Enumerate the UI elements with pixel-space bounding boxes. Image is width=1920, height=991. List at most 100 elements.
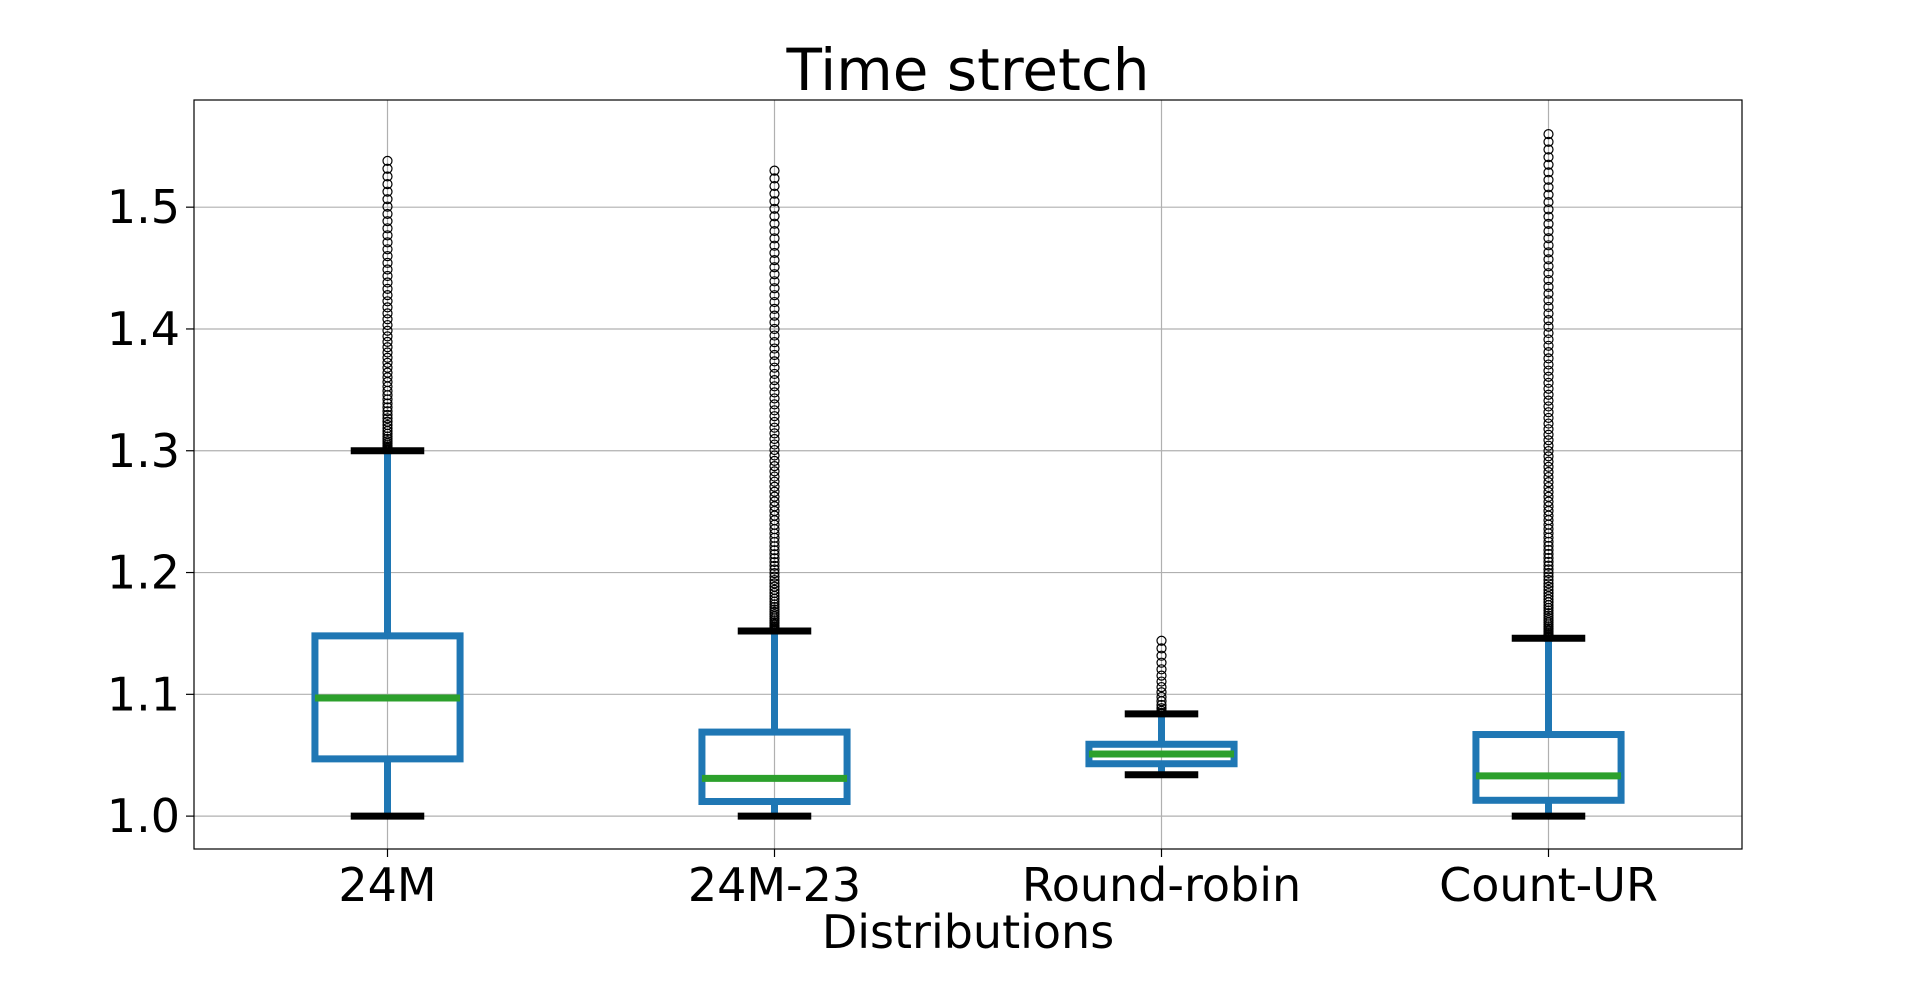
y-tick-label: 1.2 [107,546,180,600]
outlier-point [382,347,393,358]
outlier-point [769,393,780,404]
outlier-point [1543,261,1554,272]
outlier-point [382,257,393,268]
iqr-box [698,728,851,806]
outlier-point [382,413,393,424]
outlier-point [1543,377,1554,388]
outlier-point [382,186,393,197]
box-count-ur [1472,129,1625,820]
outlier-point [382,357,393,368]
outlier-point [769,496,780,507]
outlier-point [1543,225,1554,237]
box-round-robin [1085,635,1238,779]
outlier-point [1543,605,1554,616]
outlier-point [769,375,780,386]
outlier-point [1543,560,1554,571]
outlier-point [1543,159,1554,170]
outlier-point [769,188,780,199]
outlier-point [1543,321,1554,332]
outlier-point [382,201,393,212]
outlier-point [382,416,393,427]
outlier-point [1543,407,1554,418]
outlier-point [769,491,780,502]
outlier-point [769,180,780,192]
box-24m-23 [698,165,851,820]
outlier-point [1156,657,1167,668]
outlier-point [769,225,780,237]
outlier-point [769,165,780,176]
outlier-point [769,399,780,410]
outlier-point [382,270,393,282]
outlier-point [1543,347,1554,358]
outlier-point [769,416,780,428]
outlier-point [769,545,780,556]
outlier-point [382,398,393,409]
outlier-point [769,233,780,244]
outlier-point [769,584,780,595]
outlier-point [1156,635,1167,646]
outlier-point [769,486,780,497]
outlier-point [769,471,780,482]
outlier-point [1156,643,1167,654]
outlier-point [769,317,780,328]
outlier-point [382,362,393,373]
outlier-point [382,155,393,166]
y-tick-label: 1.5 [107,180,180,234]
outlier-point [382,171,393,182]
outlier-point [1543,584,1554,596]
outlier-point [1543,204,1554,215]
outlier-point [382,372,393,383]
outlier-point [1543,129,1554,140]
outlier-point [382,336,393,347]
outlier-point [1543,301,1554,313]
outlier-point [1543,556,1554,567]
outlier-point [769,349,780,361]
outlier-point [1543,581,1554,592]
outlier-point [769,356,780,367]
outlier-point [1543,167,1554,178]
iqr-box [1472,731,1625,804]
outlier-point [1543,274,1554,286]
outlier-point [382,230,393,241]
outlier-point [382,431,393,442]
y-tick-label: 1.4 [107,302,180,356]
outlier-point [1543,144,1554,155]
outlier-point [769,203,780,214]
outlier-point [1543,383,1554,394]
outlier-point [1543,371,1554,382]
outlier-point [382,283,393,294]
outlier-point [1156,687,1167,698]
outlier-point [769,362,780,373]
outlier-point [769,549,780,560]
outlier-point [1543,491,1554,502]
outlier-point [1543,327,1554,339]
outlier-point [1543,466,1554,478]
outlier-point [1543,196,1554,208]
outlier-point [769,439,780,450]
outlier-point [769,553,780,564]
outlier-point [382,433,393,444]
outlier-point [382,208,393,220]
outlier-point [1543,588,1554,599]
outlier-point [382,409,393,420]
outlier-point [1543,254,1554,265]
outlier-point [1543,607,1554,619]
outlier-point [382,308,393,319]
outlier-point [382,296,393,307]
outlier-point [1543,174,1554,185]
outlier-point [382,367,393,378]
outlier-point [1543,451,1554,462]
outlier-point [769,387,780,398]
outlier-point [1543,152,1554,163]
outlier-point [769,574,780,586]
outlier-point [769,564,780,575]
outlier-point [769,556,780,568]
outlier-point [769,173,780,184]
outlier-point [769,411,780,422]
outlier-point [1543,395,1554,406]
outlier-point [382,402,393,413]
outlier-point [769,343,780,354]
outlier-point [382,331,393,342]
outlier-point [769,310,780,321]
outlier-point [1543,412,1554,424]
